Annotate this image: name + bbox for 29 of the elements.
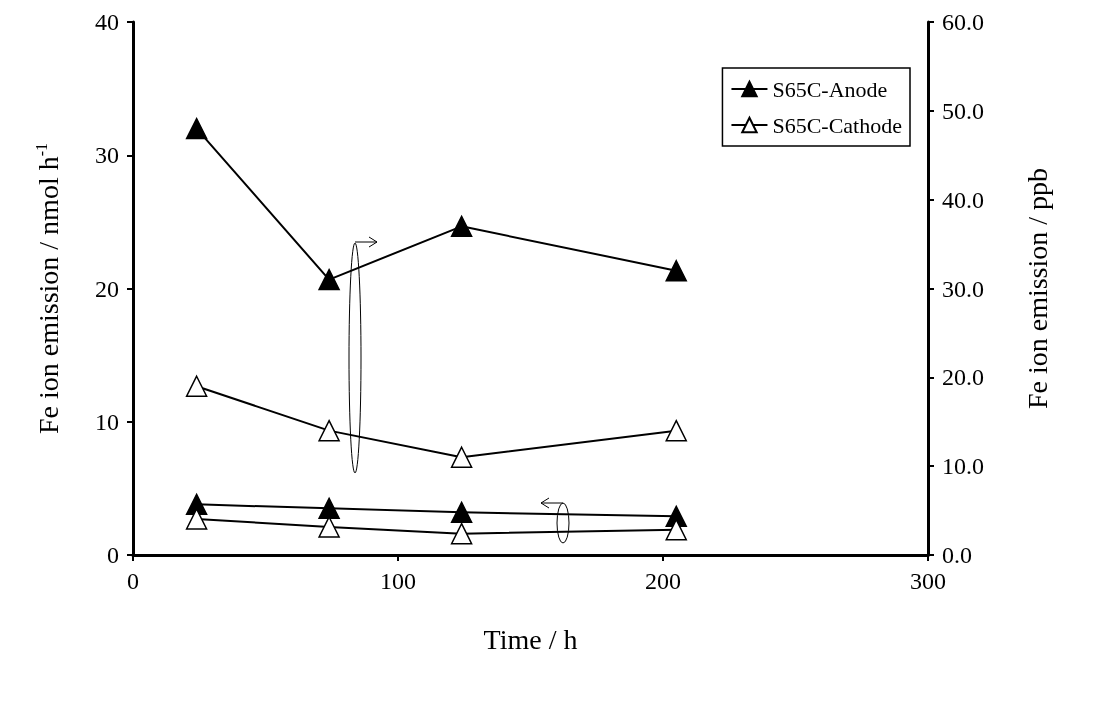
point [450,446,473,469]
point [318,419,340,442]
y-tick-label: 40 [95,9,119,35]
y-tick-label: 0 [107,542,119,568]
legend-label: S65C-Anode [772,76,888,102]
y-tick-label: 20 [95,275,119,302]
y2-tick-label: 60.0 [942,9,984,35]
point [665,259,687,282]
y-tick-label: 10 [95,408,119,435]
x-tick-label: 100 [380,568,416,594]
point [450,215,473,238]
y-axis-title: Fe ion emission / nmol h-1 [32,143,64,435]
y2-tick-label: 30.0 [942,275,984,302]
y-tick-label: 30 [95,142,119,169]
y2-tick-label: 0.0 [942,542,972,568]
x-tick-label: 300 [910,568,946,594]
y2-tick-label: 50.0 [942,97,984,124]
y2-tick-label: 10.0 [942,453,984,480]
point [318,268,340,291]
x-tick-label: 0 [127,568,139,594]
point [185,117,208,140]
point [185,375,208,397]
x-axis-title: Time / h [483,623,578,655]
y2-tick-label: 20.0 [942,364,984,391]
y2-axis-title: Fe ion emission / ppb [1021,167,1053,410]
y2-tick-label: 40.0 [942,186,984,213]
point [665,419,687,442]
legend-label: S65C-Cathode [772,112,903,138]
x-tick-label: 200 [645,568,681,594]
